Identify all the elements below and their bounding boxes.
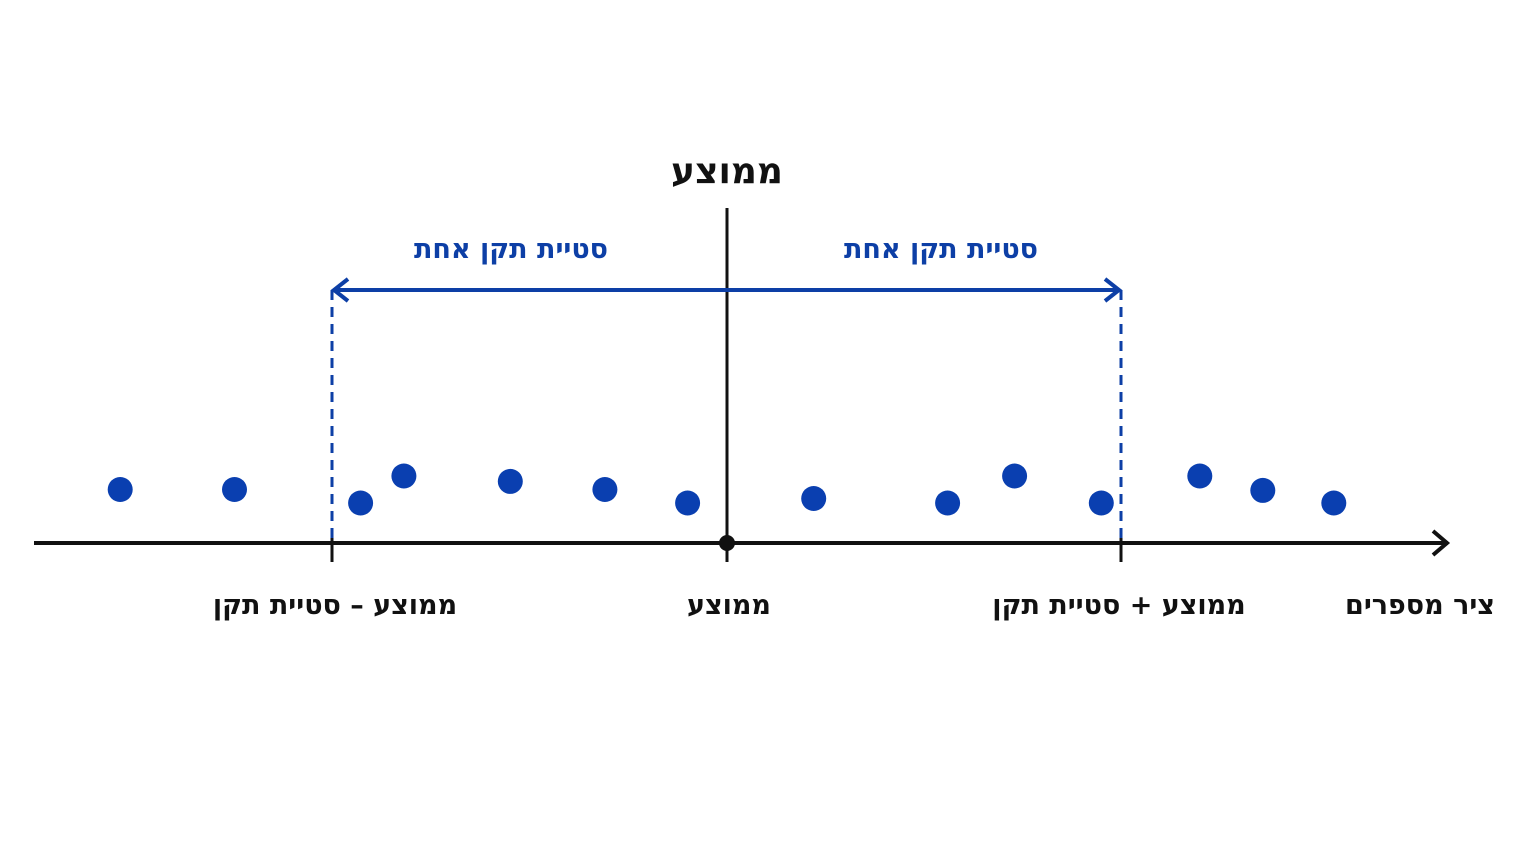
data-point [935,490,961,516]
data-point [1088,490,1114,516]
axis-name-label: ציר מספרים [1345,590,1495,621]
data-point [391,463,417,489]
data-point [1187,463,1213,489]
data-point [592,477,618,502]
sd-span-left-arrowhead [330,277,350,303]
right-span-label: סטיית תקן אחת [844,234,1038,265]
data-points [107,463,1347,516]
data-point [222,477,247,502]
axis-arrowhead [1431,529,1451,557]
data-point [107,477,133,502]
sd-span-right-arrowhead [1103,277,1123,303]
mean-label: ממוצע [687,590,771,621]
data-point [348,490,374,516]
data-point [675,490,701,516]
data-point [1002,463,1028,489]
mean-point [719,535,735,551]
data-point [1321,490,1347,516]
minus-sd-label: ממוצע – סטיית תקן [213,590,457,621]
data-point [1250,477,1276,503]
left-span-label: סטיית תקן אחת [414,234,608,265]
diagram-title: ממוצע [671,151,783,192]
data-point [497,468,523,494]
plus-sd-label: ממוצע + סטיית תקן [992,590,1245,621]
data-point [801,486,827,511]
